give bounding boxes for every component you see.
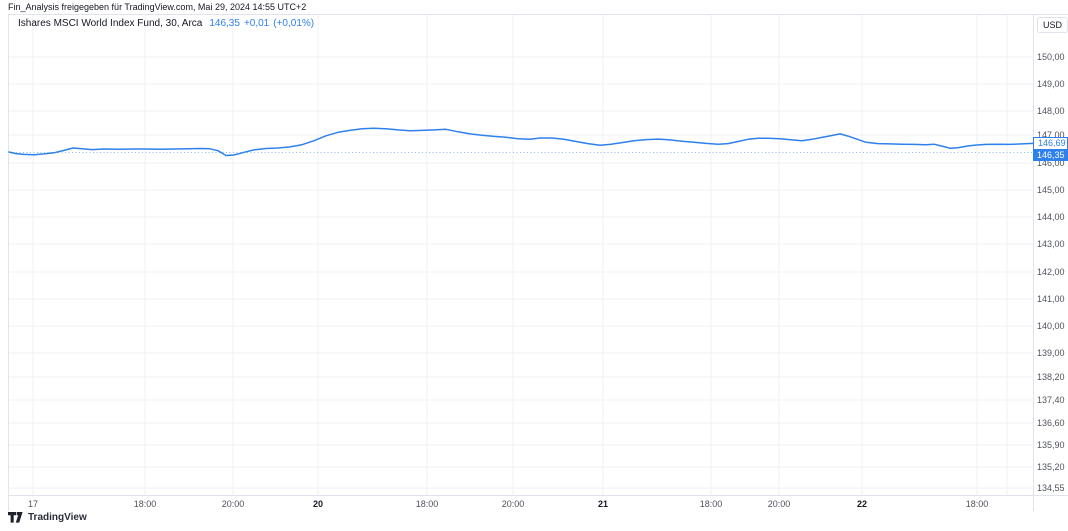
price-tick-label: 149,00: [1037, 79, 1065, 89]
price-tick-label: 146,00: [1037, 158, 1065, 168]
time-tick-label: 18:00: [699, 499, 723, 509]
price-tick-label: 137,40: [1037, 395, 1065, 405]
time-tick-label: 18:00: [965, 499, 989, 509]
last-price-label: 146,35: [1033, 150, 1068, 161]
time-axis-separator[interactable]: [8, 495, 1068, 496]
price-tick-label: 138,20: [1037, 372, 1065, 382]
price-tick-label: 141,00: [1037, 294, 1065, 304]
price-tick-label: 134,55: [1037, 483, 1065, 493]
price-line-path: [8, 127, 1034, 157]
export-note: Fin_Analysis freigegeben für TradingView…: [8, 2, 307, 12]
price-tick-label: 139,00: [1037, 348, 1065, 358]
last-value: 146,35: [209, 18, 240, 29]
symbol-quote-values: 146,35 +0,01 (+0,01%): [202, 18, 314, 29]
price-tick-label: 140,00: [1037, 321, 1065, 331]
price-line-series: [8, 127, 1034, 157]
time-tick-label: 18:00: [133, 499, 157, 509]
change-value: +0,01: [243, 18, 270, 29]
symbol-title[interactable]: Ishares MSCI World Index Fund, 30, Arca: [18, 18, 203, 29]
price-tick-label: 148,00: [1037, 106, 1065, 116]
price-tick-label: 145,00: [1037, 185, 1065, 195]
line-end-price-label: 146,69: [1033, 137, 1068, 150]
time-scale[interactable]: 17 18:00 20:00 20 18:00 20:00 21 18:00 20:00 22 18…: [0, 496, 1068, 511]
price-tick-label: 147,00: [1037, 130, 1065, 140]
tradingview-logo-icon: [8, 512, 23, 523]
time-tick-label: 22: [856, 499, 867, 509]
chart-top-border: [8, 14, 1068, 15]
price-tick-label: 150,00: [1037, 52, 1065, 62]
time-tick-label: 18:00: [415, 499, 439, 509]
currency-unit-button[interactable]: USD: [1037, 17, 1068, 33]
price-tick-label: 136,60: [1037, 418, 1065, 428]
price-tick-label: 135,90: [1037, 440, 1065, 450]
price-tick-label: 135,20: [1037, 462, 1065, 472]
change-percent: (+0,01%): [273, 18, 315, 29]
symbol-legend[interactable]: Ishares MSCI World Index Fund, 30, Arca 1…: [18, 18, 314, 30]
price-axis-separator[interactable]: [1033, 14, 1034, 511]
time-tick-label: 20: [312, 499, 323, 509]
price-tick-label: 144,00: [1037, 212, 1065, 222]
time-tick-label: 21: [597, 499, 608, 509]
brand-name: TradingView: [28, 512, 87, 523]
tradingview-attribution[interactable]: TradingView: [8, 512, 87, 523]
grid-lines: [9, 15, 1033, 495]
chart-left-border: [8, 14, 9, 511]
price-tick-label: 143,00: [1037, 239, 1065, 249]
time-tick-label: 17: [27, 499, 38, 509]
price-scale[interactable]: 150,00 149,00 148,00 147,00 146,00 145,00 144,…: [1034, 14, 1068, 495]
time-tick-label: 20:00: [501, 499, 525, 509]
time-tick-label: 20:00: [221, 499, 245, 509]
time-tick-label: 20:00: [767, 499, 791, 509]
price-tick-label: 142,00: [1037, 267, 1065, 277]
